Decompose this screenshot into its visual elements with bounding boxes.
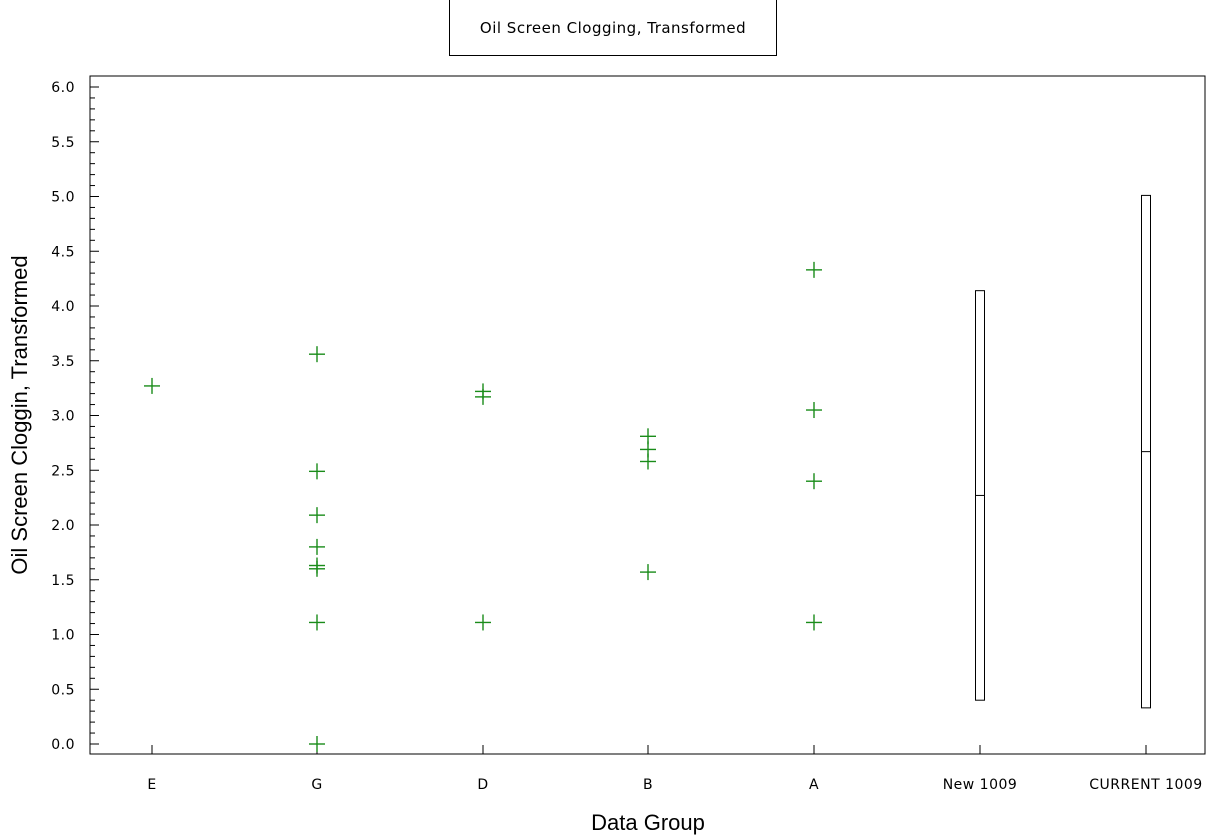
x-axis-label: Data Group	[591, 810, 705, 835]
data-point	[806, 402, 822, 419]
data-point	[309, 507, 325, 524]
data-markers	[144, 261, 822, 752]
data-point	[806, 261, 822, 278]
y-tick-label: 0.5	[51, 682, 75, 698]
y-axis: 0.0 0.5 1.0 1.5 2.0 2.5 3.0 3.5 4.0 4.5 5.0 5.5 6.0	[51, 80, 99, 753]
data-point	[309, 560, 325, 577]
range-bar	[1141, 194, 1151, 709]
x-tick-label: A	[809, 777, 819, 793]
x-tick-label: E	[147, 777, 156, 793]
chart-title: Oil Screen Clogging, Transformed	[449, 0, 777, 56]
y-tick-label: 6.0	[51, 80, 75, 96]
data-point	[144, 377, 160, 394]
y-tick-label: 3.0	[51, 409, 75, 425]
data-point	[806, 614, 822, 631]
data-point	[309, 346, 325, 363]
y-tick-label: 1.0	[51, 628, 75, 644]
y-tick-label: 4.0	[51, 299, 75, 315]
range-bars	[975, 194, 1151, 709]
data-point	[475, 614, 491, 631]
x-tick-label: New 1009	[943, 777, 1018, 793]
x-axis: E G D B A New 1009 CURRENT 1009	[147, 745, 1202, 793]
y-tick-label: 5.5	[51, 135, 75, 151]
y-tick-label: 5.0	[51, 190, 75, 206]
y-tick-label: 2.0	[51, 518, 75, 534]
x-tick-label: B	[643, 777, 653, 793]
plot-area	[89, 75, 1206, 755]
data-point	[309, 463, 325, 480]
y-tick-label: 0.0	[51, 737, 75, 753]
data-point	[309, 736, 325, 752]
data-point	[309, 538, 325, 555]
y-axis-label: Oil Screen Cloggin, Transformed	[7, 255, 32, 574]
data-point	[309, 614, 325, 631]
y-tick-label: 3.5	[51, 354, 75, 370]
y-tick-label: 2.5	[51, 463, 75, 479]
data-point	[475, 388, 491, 405]
data-point	[640, 564, 656, 581]
y-tick-label: 1.5	[51, 573, 75, 589]
range-bar	[975, 290, 985, 701]
data-point	[640, 453, 656, 470]
x-tick-label: D	[477, 777, 488, 793]
data-point	[806, 473, 822, 490]
y-tick-label: 4.5	[51, 244, 75, 260]
x-tick-label: CURRENT 1009	[1089, 777, 1202, 793]
x-tick-label: G	[311, 777, 322, 793]
